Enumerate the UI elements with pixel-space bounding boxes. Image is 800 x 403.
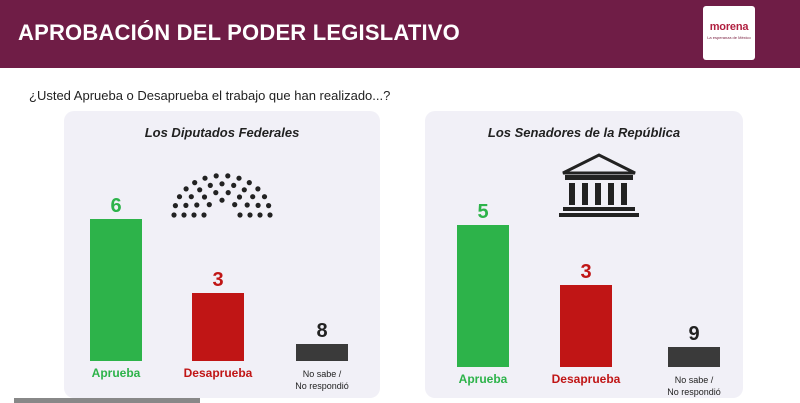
- column: [582, 183, 588, 205]
- base-step: [563, 207, 635, 211]
- seat-dot: [219, 181, 225, 187]
- chart-title: Los Diputados Federales: [144, 125, 300, 140]
- congress-chamber-icon: [171, 173, 273, 218]
- seat-dot: [183, 186, 189, 192]
- category-label: Desaprueba: [184, 366, 253, 380]
- bar-desaprueba: [192, 293, 244, 361]
- chart-panel-diputados: Los Diputados Federales 6 Aprueba 3 Desapru…: [64, 111, 380, 398]
- seat-dot: [191, 212, 197, 218]
- column: [608, 183, 614, 205]
- category-label: No respondió: [667, 387, 721, 397]
- header-bar: APROBACIÓN DEL PODER LEGISLATIVO morena …: [0, 0, 800, 68]
- seat-dot: [250, 194, 256, 200]
- seat-dot: [266, 203, 272, 209]
- logo-subtitle: La esperanza de México: [707, 35, 751, 40]
- bar-aprueba: [457, 225, 509, 367]
- seat-dot: [202, 175, 208, 181]
- seat-dot: [181, 212, 187, 218]
- seat-dot: [244, 202, 250, 208]
- chart-title: Los Senadores de la República: [487, 125, 681, 140]
- seat-dot: [213, 173, 219, 179]
- seat-dot: [261, 194, 268, 200]
- column: [595, 183, 601, 205]
- seat-dot: [225, 173, 231, 179]
- seat-dot: [232, 202, 238, 208]
- roof-shape: [562, 153, 636, 175]
- seat-dot: [241, 187, 247, 193]
- government-building-icon: [559, 153, 639, 217]
- seat-dot: [236, 175, 242, 181]
- seat-dot: [246, 180, 252, 186]
- seat-dot: [201, 212, 207, 218]
- seat-dot: [247, 212, 253, 218]
- seat-dot: [231, 182, 237, 188]
- page-title: APROBACIÓN DEL PODER LEGISLATIVO: [18, 20, 460, 45]
- column: [569, 183, 575, 205]
- value-label: 8: [316, 320, 327, 342]
- seat-dot: [255, 202, 261, 208]
- seat-dot: [257, 212, 263, 218]
- chart-panel-senadores: Los Senadores de la República 5 Aprueba 3 D…: [425, 111, 743, 398]
- entablature: [565, 175, 633, 180]
- chart-diputados: 6 Aprueba 3 Desaprueba 8 No sabe / No respondi…: [90, 173, 349, 391]
- value-label: 3: [580, 261, 591, 283]
- seat-dot: [207, 182, 213, 188]
- seat-dot: [255, 186, 261, 192]
- category-label: No sabe /: [303, 369, 342, 379]
- category-label: Aprueba: [459, 372, 508, 386]
- bar-no-sabe: [296, 344, 348, 361]
- seat-dot: [206, 202, 212, 208]
- logo-text: morena: [709, 21, 749, 33]
- seat-dot: [194, 202, 200, 208]
- category-label: No respondió: [295, 381, 349, 391]
- seat-dot: [172, 203, 178, 209]
- seat-dot: [237, 212, 243, 218]
- base-step: [559, 213, 639, 217]
- seat-dot: [188, 194, 194, 200]
- category-label: Aprueba: [92, 366, 141, 380]
- column: [621, 183, 627, 205]
- seat-dot: [183, 202, 189, 208]
- survey-question: ¿Usted Aprueba o Desaprueba el trabajo q…: [29, 88, 391, 103]
- seat-dot: [225, 190, 231, 196]
- value-label: 3: [212, 269, 223, 291]
- seat-dot: [219, 197, 225, 203]
- seat-dot: [213, 190, 219, 196]
- chart-senadores: 5 Aprueba 3 Desaprueba 9 No sabe / No respondi…: [457, 153, 721, 397]
- value-label: 9: [688, 323, 699, 345]
- seat-dot: [176, 194, 183, 200]
- category-label: No sabe /: [675, 375, 714, 385]
- seat-dot: [201, 194, 208, 200]
- scroll-strip: [14, 398, 200, 403]
- category-label: Desaprueba: [552, 372, 621, 386]
- seat-dot: [267, 212, 273, 218]
- bar-aprueba: [90, 219, 142, 361]
- value-label: 5: [477, 201, 488, 223]
- seat-dot: [192, 180, 198, 186]
- seat-dot: [197, 187, 203, 193]
- seat-dot: [171, 212, 177, 218]
- morena-logo: morena La esperanza de México: [703, 6, 755, 60]
- value-label: 6: [110, 195, 121, 217]
- seat-dot: [236, 194, 243, 200]
- bar-no-sabe: [668, 347, 720, 367]
- bar-desaprueba: [560, 285, 612, 367]
